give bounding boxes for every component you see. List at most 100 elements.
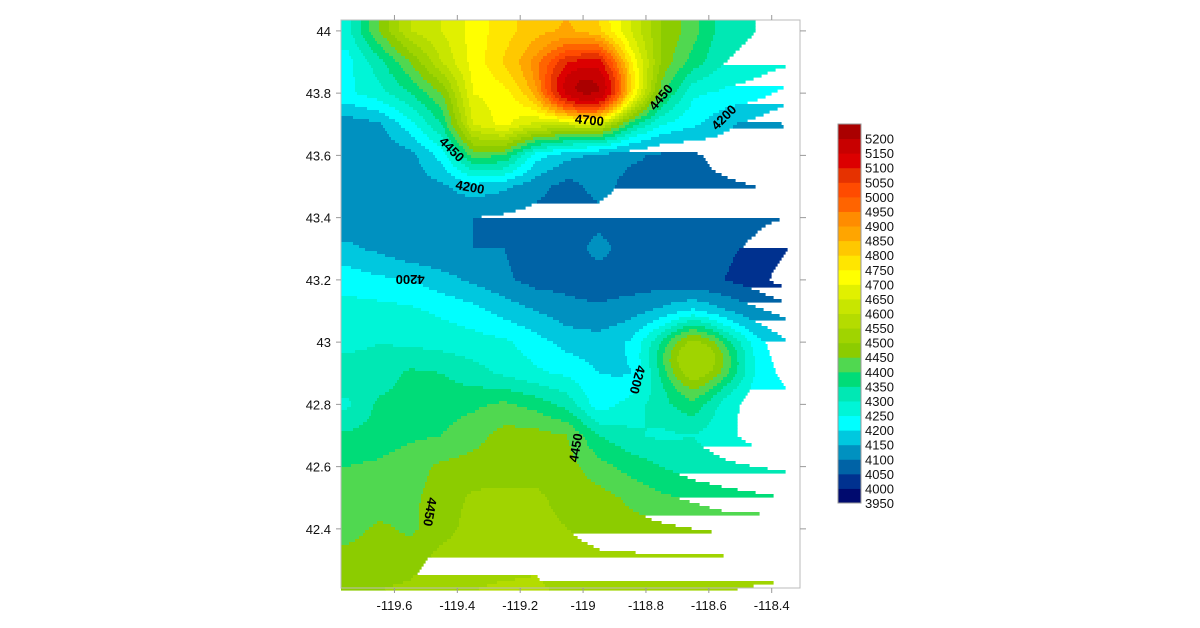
contour-band-cell [591, 92, 606, 96]
contour-band-cell [341, 245, 360, 249]
contour-band-cell [367, 41, 378, 45]
contour-band-cell [473, 449, 572, 453]
contour-band-cell [341, 494, 422, 498]
contour-band-cell [555, 29, 576, 33]
contour-band-cell [527, 143, 542, 147]
contour-band-cell [491, 311, 540, 315]
contour-band-cell [371, 272, 450, 276]
contour-band-cell [661, 491, 756, 495]
contour-band-cell [341, 143, 400, 147]
contour-band-cell [453, 53, 468, 57]
contour-band-cell [451, 101, 458, 105]
contour-band-cell [633, 89, 638, 93]
contour-band-cell [723, 353, 730, 357]
contour-band-cell [531, 359, 586, 363]
contour-band-cell [341, 29, 352, 33]
contour-band-cell [383, 86, 404, 90]
contour-band-cell [491, 155, 512, 159]
contour-band-cell [589, 242, 610, 246]
contour-band-cell [341, 356, 466, 360]
contour-band-cell [417, 155, 436, 159]
contour-band-cell [649, 65, 654, 69]
colorbar-swatch [838, 371, 861, 387]
contour-band-cell [549, 62, 558, 66]
contour-band-cell [359, 425, 450, 429]
contour-band-cell [653, 101, 660, 105]
contour-band-cell [411, 92, 428, 96]
contour-band-cell [453, 533, 574, 537]
contour-band-cell [465, 86, 474, 90]
contour-band-cell [467, 44, 488, 48]
contour-band-cell [513, 140, 526, 144]
contour-band-cell [353, 35, 364, 39]
contour-band-cell [471, 71, 492, 75]
contour-band-cell [341, 470, 430, 474]
contour-band-cell [605, 488, 656, 492]
contour-band-cell [511, 269, 730, 273]
contour-band-cell [543, 581, 774, 585]
contour-band-cell [673, 368, 682, 372]
contour-band-cell [505, 50, 526, 54]
contour-band-cell [565, 56, 604, 60]
contour-band-cell [467, 53, 486, 57]
contour-band-cell [607, 461, 654, 465]
contour-band-cell [707, 53, 734, 57]
contour-band-cell [377, 53, 390, 57]
contour-band-cell [489, 434, 568, 438]
contour-band-cell [695, 308, 726, 312]
contour-band-cell [627, 356, 640, 360]
contour-band-cell [555, 65, 566, 69]
contour-band-cell [699, 29, 716, 33]
contour-band-cell [341, 161, 420, 165]
contour-band-cell [717, 383, 728, 387]
contour-band-cell [687, 74, 710, 78]
contour-band-cell [611, 128, 620, 132]
contour-band-cell [619, 71, 624, 75]
contour-band-cell [651, 80, 658, 84]
contour-band-cell [659, 464, 750, 468]
contour-band-cell [637, 161, 708, 165]
contour-band-cell [505, 149, 514, 153]
contour-band-cell [405, 101, 422, 105]
contour-band-cell [667, 335, 676, 339]
contour-band-cell [733, 257, 782, 261]
contour-band-cell [389, 23, 400, 27]
contour-band-cell [607, 71, 614, 75]
contour-band-cell [595, 452, 632, 456]
contour-band-cell [407, 443, 482, 447]
contour-band-cell [719, 347, 728, 351]
contour-band-cell [647, 77, 654, 81]
contour-band-cell [449, 110, 454, 114]
contour-band-cell [355, 77, 378, 81]
contour-band-cell [617, 35, 626, 39]
contour-band-cell [631, 476, 688, 480]
contour-band-cell [641, 29, 652, 33]
contour-band-cell [415, 530, 456, 534]
contour-band-cell [363, 533, 406, 537]
contour-band-cell [565, 179, 574, 183]
contour-band-cell [439, 53, 454, 57]
contour-band-cell [399, 62, 412, 66]
contour-band-cell [601, 458, 648, 462]
contour-band-cell [721, 401, 742, 405]
contour-band-cell [605, 38, 614, 42]
contour-band-cell [605, 68, 612, 72]
contour-band-cell [439, 119, 446, 123]
contour-band-cell [549, 386, 582, 390]
contour-band-cell [341, 152, 416, 156]
contour-band-cell [669, 377, 678, 381]
contour-band-cell [649, 347, 660, 351]
contour-band-cell [341, 383, 396, 387]
contour-band-cell [341, 554, 432, 558]
contour-band-cell [607, 50, 614, 54]
contour-band-cell [633, 65, 638, 69]
contour-band-cell [401, 446, 480, 450]
contour-band-cell [369, 527, 396, 531]
contour-band-cell [595, 368, 632, 372]
contour-band-cell [409, 38, 428, 42]
contour-band-cell [633, 68, 640, 72]
contour-band-cell [551, 401, 576, 405]
contour-band-cell [489, 368, 544, 372]
contour-band-cell [731, 365, 738, 369]
contour-band-cell [727, 338, 738, 342]
